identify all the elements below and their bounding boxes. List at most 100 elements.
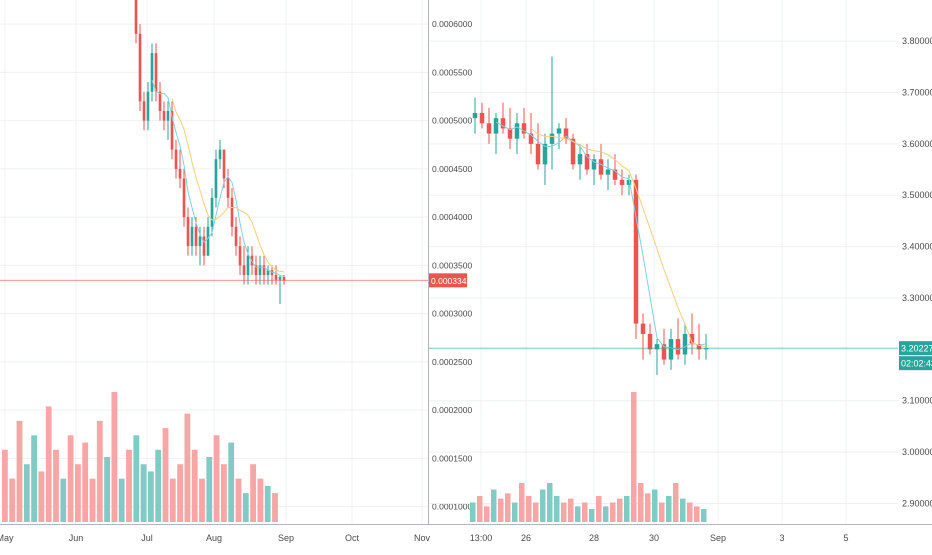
last-price-badge xyxy=(429,273,467,288)
right-plot xyxy=(429,0,898,524)
volume-bar xyxy=(477,496,483,522)
volume-bar xyxy=(547,483,553,522)
candle-body xyxy=(282,276,286,281)
volume-bar xyxy=(31,435,37,522)
volume-bar xyxy=(652,489,658,522)
volume-bar xyxy=(235,478,242,522)
x-tick-label: Jun xyxy=(69,533,84,543)
candle-body xyxy=(598,159,604,175)
volume-bar xyxy=(111,392,118,522)
candle-body xyxy=(675,339,681,355)
candle-body xyxy=(206,226,210,256)
volume-bar xyxy=(155,449,162,522)
candle-body xyxy=(246,255,250,276)
candle-body xyxy=(262,265,266,276)
y-tick-label: 0.0002000 xyxy=(432,405,472,415)
candle-body xyxy=(577,154,583,165)
x-tick-label: 30 xyxy=(649,533,659,543)
y-tick-label: 3.700000 xyxy=(902,87,932,97)
candle-body xyxy=(500,118,506,129)
candle-body xyxy=(626,179,632,185)
volume-bar xyxy=(75,464,81,522)
candle-body xyxy=(258,265,262,276)
volume-bar xyxy=(645,493,651,522)
volume-bar xyxy=(624,496,630,522)
candle-body xyxy=(479,113,485,124)
candle-body xyxy=(222,149,226,179)
volume-bar xyxy=(694,506,700,522)
candle-body xyxy=(182,178,186,218)
candle-body xyxy=(174,149,178,169)
candle-body xyxy=(238,246,242,266)
y-tick-label: 0.0006000 xyxy=(432,19,472,29)
x-tick-label: May xyxy=(0,533,14,543)
volume-bar xyxy=(470,502,476,522)
candle-body xyxy=(210,197,214,227)
y-tick-label: 3.400000 xyxy=(902,242,932,252)
volume-bar xyxy=(96,420,103,522)
volume-bar xyxy=(673,483,679,522)
x-tick-label: 3 xyxy=(779,533,784,543)
volume-bar xyxy=(631,392,637,522)
candle-body xyxy=(619,179,625,185)
candle-body xyxy=(689,333,695,345)
volume-bar xyxy=(177,464,183,522)
volume-bar xyxy=(140,464,147,522)
volume-bar xyxy=(589,509,595,522)
x-tick-label: 28 xyxy=(589,533,599,543)
y-tick-label: 3.300000 xyxy=(902,293,932,303)
candle-body xyxy=(154,53,158,92)
candle-body xyxy=(142,101,146,121)
ma-slow-line xyxy=(530,128,707,348)
candle-body xyxy=(605,169,611,175)
volume-bar xyxy=(60,478,67,522)
y-tick-label: 3.800000 xyxy=(902,36,932,46)
candle-body xyxy=(242,265,246,276)
candle-body xyxy=(535,143,541,165)
volume-bar xyxy=(89,478,96,522)
last-price-label: 0.0003345 xyxy=(431,276,471,286)
volume-bar xyxy=(213,435,220,522)
candle-body xyxy=(170,110,174,150)
volume-bar xyxy=(23,464,30,522)
x-tick-label: Aug xyxy=(206,533,222,543)
y-tick-label: 0.0003000 xyxy=(432,309,472,319)
volume-bar xyxy=(53,449,59,522)
candle-body xyxy=(668,339,674,360)
volume-bar xyxy=(505,493,511,522)
last-price-badge xyxy=(899,341,932,356)
volume-bar xyxy=(264,485,271,522)
y-tick-label: 3.600000 xyxy=(902,139,932,149)
y-tick-label: 0.0004000 xyxy=(432,212,472,222)
left-plot xyxy=(0,0,428,524)
candle-body xyxy=(278,276,282,280)
volume-bar xyxy=(533,502,539,522)
candle-body xyxy=(266,270,270,276)
y-tick-label: 0.0005000 xyxy=(432,116,472,126)
candle-body xyxy=(162,110,166,121)
candle-body xyxy=(226,178,230,198)
volume-bar xyxy=(554,496,560,522)
candle-body xyxy=(521,123,527,134)
x-tick-label: 5 xyxy=(843,533,848,543)
volume-bar xyxy=(206,457,213,522)
last-price-label: 3.202279 xyxy=(901,344,932,354)
ma-slow-line xyxy=(171,98,285,273)
volume-bar xyxy=(638,483,644,522)
ma-fast-line xyxy=(151,79,285,277)
candle-body xyxy=(486,123,492,134)
candle-body xyxy=(563,128,569,139)
volume-bar xyxy=(9,478,16,522)
candle-body xyxy=(633,179,639,324)
candle-body xyxy=(198,236,202,247)
volume-bar xyxy=(659,502,665,522)
volume-bar xyxy=(491,489,497,522)
candle-body xyxy=(194,226,198,247)
volume-bar xyxy=(191,449,198,522)
x-tick-label: 26 xyxy=(521,533,531,543)
candle-body xyxy=(472,113,478,119)
candle-body xyxy=(190,226,194,247)
volume-bar xyxy=(526,496,532,522)
x-tick-label: Jul xyxy=(141,533,153,543)
y-tick-label: 0.0003500 xyxy=(432,260,472,270)
